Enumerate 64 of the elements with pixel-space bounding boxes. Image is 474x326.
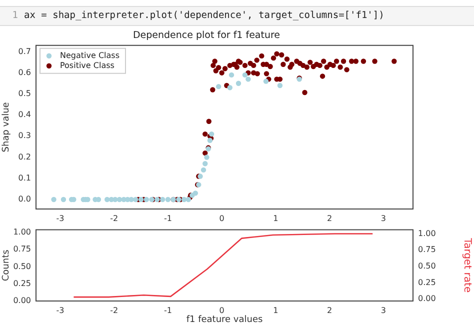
point: [228, 72, 234, 78]
y-tick-label: 0.1: [18, 173, 31, 182]
y-tick-label: 0.4: [18, 110, 31, 120]
point: [277, 82, 283, 88]
x-tick-label: 2: [326, 306, 332, 315]
point: [51, 196, 56, 202]
y-tick-label: 0.50: [13, 262, 31, 271]
point: [186, 196, 192, 202]
point: [104, 196, 110, 202]
point: [202, 161, 208, 166]
chart-title: Dependence plot for f1 feature: [132, 30, 280, 42]
point: [182, 196, 187, 202]
text: 1: [11, 9, 18, 23]
point: [204, 154, 210, 160]
point: [208, 131, 214, 137]
point: [242, 72, 248, 78]
x-tick-label: 3: [380, 214, 386, 223]
x-tick-label: -2: [110, 306, 118, 315]
x-tick-label: 2: [326, 214, 332, 223]
y-tick-label: 0.00: [13, 296, 31, 306]
y-axis-title: Shap value: [2, 102, 12, 152]
y2-tick-label: 0.75: [418, 245, 436, 254]
point: [133, 196, 138, 202]
y2-tick-label: 1.00: [418, 228, 436, 238]
y-tick-label: 1.00: [13, 228, 31, 237]
point: [144, 196, 150, 202]
x-tick-label: -1: [164, 306, 172, 315]
point: [160, 196, 166, 202]
y-tick-label: 0.25: [13, 278, 31, 288]
x-axis-title: f1 feature values: [186, 314, 263, 325]
text: ax = shap_interpreter.plot('dependence', target_columns=['f1']): [24, 9, 384, 23]
point: [246, 76, 251, 82]
y-tick-label: 0.2: [18, 152, 31, 162]
point: [227, 85, 232, 90]
point: [60, 196, 66, 202]
y-tick-label: 0.0: [18, 194, 31, 204]
y-tick-label: 0.6: [18, 68, 31, 77]
y-tick-label: 0.75: [13, 244, 31, 254]
x-tick-label: -3: [56, 306, 64, 315]
x-tick-label: -1: [164, 214, 172, 223]
point: [216, 84, 222, 90]
x-tick-label: 1: [273, 214, 278, 223]
y-tick-label: 0.5: [18, 89, 31, 98]
x-tick-label: 3: [380, 306, 386, 315]
point: [165, 196, 171, 202]
legend-label: Negative Class: [60, 50, 120, 60]
y2-tick-label: 0.25: [418, 278, 436, 287]
point: [138, 196, 144, 202]
y-tick-label: 0.3: [18, 131, 31, 140]
x-tick-label: 0: [219, 306, 224, 315]
point: [200, 167, 206, 173]
y-axis-title: Counts: [2, 249, 12, 282]
x-tick-label: 0: [219, 214, 224, 223]
point: [192, 190, 198, 196]
x-tick-label: -3: [56, 214, 64, 223]
legend-label: Positive Class: [60, 60, 114, 70]
x-tick-label: -2: [110, 214, 118, 223]
y2-axis-title: Target rate: [461, 237, 472, 293]
point: [236, 80, 242, 86]
y-tick-label: 0.7: [18, 46, 31, 56]
point: [263, 78, 269, 84]
y2-tick-label: 0.50: [418, 261, 436, 270]
x-tick-label: 1: [273, 306, 278, 315]
y2-tick-label: 0.00: [418, 294, 436, 304]
